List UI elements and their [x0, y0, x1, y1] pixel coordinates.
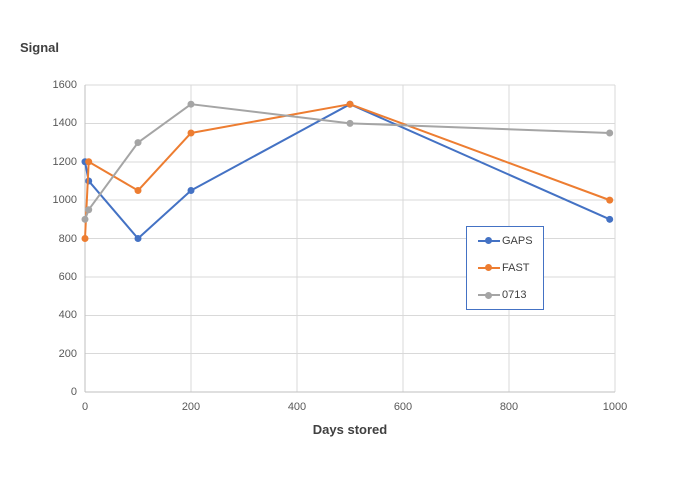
legend-series-marker-icon [478, 291, 500, 299]
legend-item-label: 0713 [502, 289, 527, 302]
x-tick-label: 600 [393, 401, 413, 413]
data-point-gaps [187, 187, 195, 195]
x-tick-label: 400 [287, 401, 307, 413]
y-tick-label: 0 [70, 386, 77, 398]
data-point-0713 [81, 215, 89, 223]
data-point-0713 [187, 100, 195, 108]
y-tick-label: 1000 [52, 194, 77, 207]
y-tick-label: 1600 [52, 79, 77, 91]
data-point-fast [81, 235, 89, 242]
legend-item-gaps: GAPS [478, 235, 543, 247]
legend: GAPS FAST 0713 [466, 226, 544, 310]
legend-item-label: FAST [502, 261, 530, 274]
data-point-0713 [134, 139, 142, 147]
legend-item-0713: 0713 [478, 289, 543, 301]
legend-series-marker-icon [478, 237, 500, 245]
data-point-gaps [606, 215, 614, 223]
x-tick-label: 200 [181, 401, 201, 413]
data-point-fast [134, 187, 142, 195]
y-tick-label: 400 [58, 309, 77, 322]
legend-item-fast: FAST [478, 262, 543, 274]
chart-title: Signal [20, 40, 60, 55]
data-point-fast [606, 196, 614, 204]
y-tick-label: 800 [58, 232, 77, 245]
y-tick-label: 1400 [52, 117, 77, 130]
data-point-0713 [606, 129, 614, 137]
x-tick-label: 800 [499, 401, 519, 413]
y-tick-label: 1200 [52, 155, 77, 168]
data-point-fast [187, 129, 195, 137]
series-line-fast [84, 103, 611, 240]
x-axis-title: Days stored [312, 422, 388, 437]
data-point-0713 [346, 119, 354, 127]
plot-canvas [81, 84, 616, 393]
y-tick-label: 600 [58, 270, 77, 283]
y-tick-label: 200 [58, 347, 77, 360]
plot-area [81, 84, 616, 393]
x-tick-label: 0 [81, 401, 89, 413]
data-point-gaps [134, 235, 142, 242]
data-point-fast [346, 100, 354, 108]
x-tick-label: 1000 [602, 401, 628, 413]
legend-series-marker-icon [478, 264, 500, 272]
data-point-0713 [85, 206, 93, 214]
legend-item-label: GAPS [502, 234, 533, 247]
data-point-fast [85, 158, 93, 166]
